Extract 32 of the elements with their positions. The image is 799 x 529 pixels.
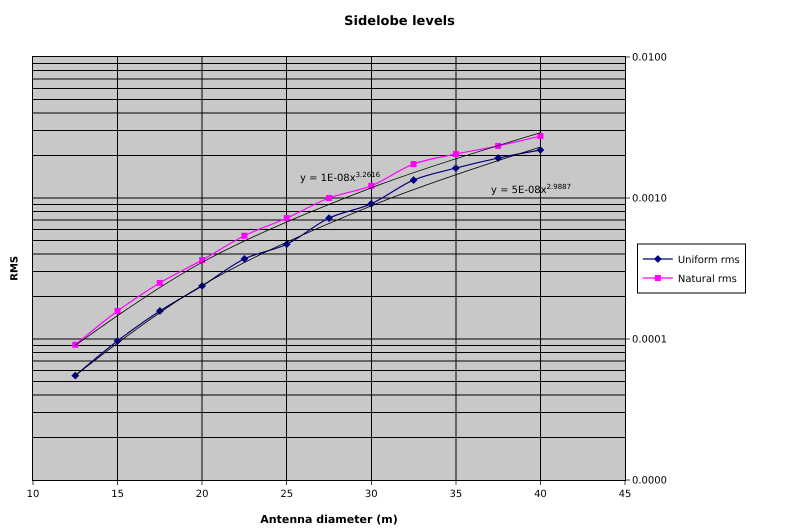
point [114, 308, 121, 314]
point [452, 151, 459, 158]
y-tick-label: 0.0001 [632, 334, 667, 346]
point [410, 176, 418, 184]
y-tick-label: 0.0010 [632, 194, 667, 204]
point [537, 133, 544, 140]
y-axis-title: RMS [10, 256, 21, 281]
legend-label: Natural rms [678, 274, 737, 285]
y-tick-label: 0.0000 [632, 476, 667, 486]
point [156, 280, 163, 286]
legend-label: Uniform rms [678, 254, 740, 266]
x-tick-label: 35 [449, 489, 462, 500]
point [72, 342, 78, 348]
x-tick-label: 45 [618, 489, 632, 500]
point [71, 372, 80, 380]
point [325, 214, 333, 222]
x-tick-label: 10 [26, 489, 40, 500]
point [452, 164, 460, 172]
point [284, 215, 290, 222]
point [410, 161, 417, 168]
point [240, 254, 248, 263]
chart-title: Sidelobe levels [344, 14, 456, 29]
point [494, 154, 502, 162]
x-tick-label: 40 [534, 489, 547, 500]
x-tick-label: 30 [364, 489, 378, 500]
x-axis-title: Antenna diameter (m) [260, 513, 398, 526]
x-tick-label: 25 [280, 489, 294, 500]
point [326, 195, 332, 201]
point [241, 232, 248, 239]
x-tick-label: 15 [111, 489, 124, 500]
x-tick-label: 20 [196, 489, 209, 500]
y-tick-label: 0.0100 [632, 52, 667, 64]
